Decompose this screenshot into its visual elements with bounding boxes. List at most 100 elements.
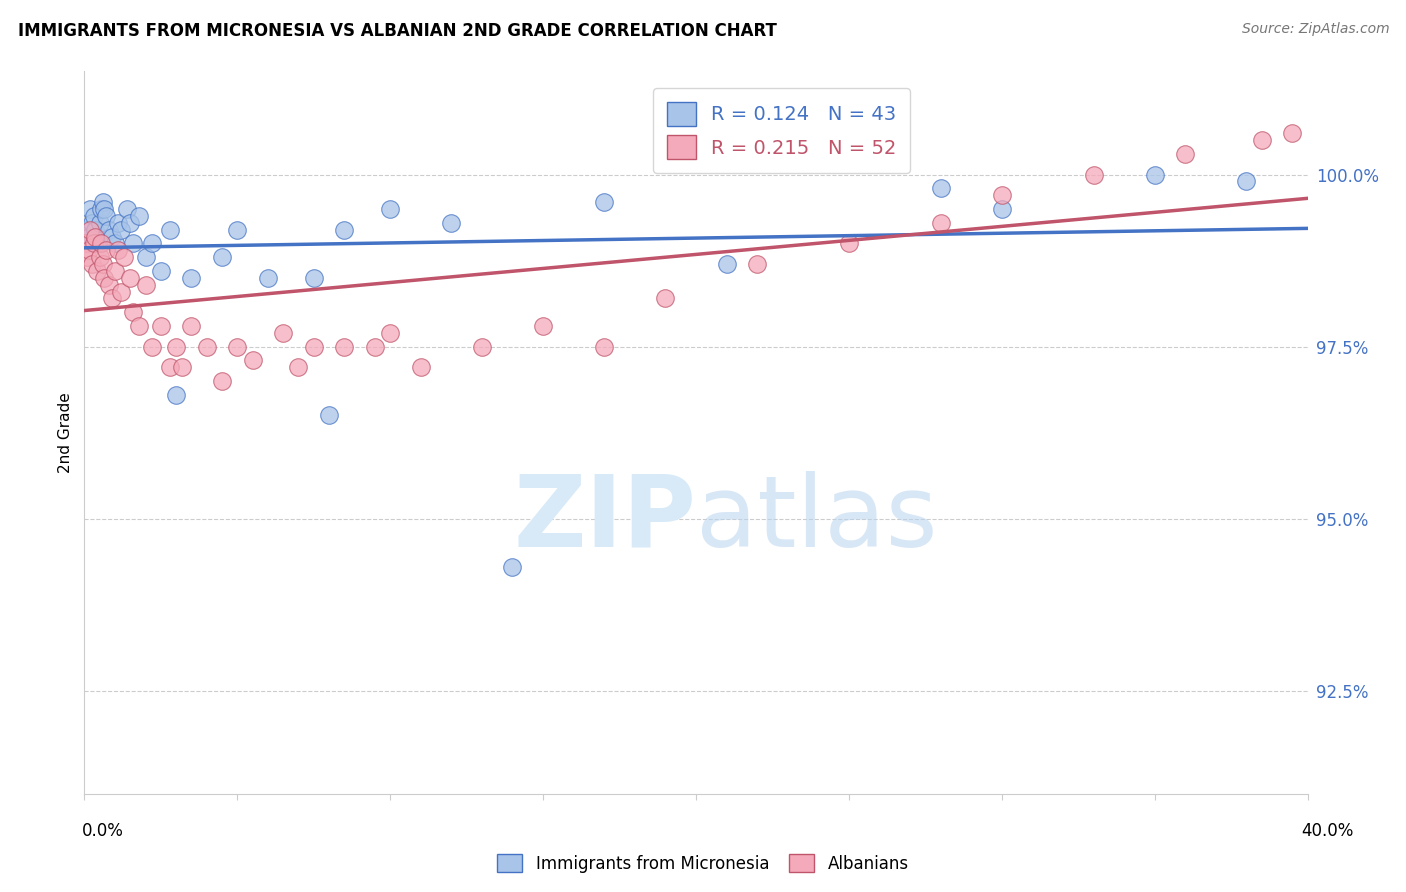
Point <box>77 229 100 244</box>
Point <box>180 318 202 333</box>
Point <box>165 340 187 354</box>
Point <box>302 340 325 354</box>
Point <box>211 250 233 264</box>
Point <box>107 244 129 258</box>
Point <box>991 188 1014 202</box>
Point <box>1143 168 1166 182</box>
Point <box>929 181 952 195</box>
Point <box>242 353 264 368</box>
Point <box>83 209 105 223</box>
Point <box>318 409 340 423</box>
Point <box>380 202 402 216</box>
Point <box>502 559 524 574</box>
Text: atlas: atlas <box>696 471 938 568</box>
Point <box>471 340 494 354</box>
Point <box>747 257 769 271</box>
Point <box>929 216 952 230</box>
Point <box>86 236 108 251</box>
Point <box>122 236 145 251</box>
Text: Source: ZipAtlas.com: Source: ZipAtlas.com <box>1241 22 1389 37</box>
Point <box>79 202 101 216</box>
Point <box>89 216 111 230</box>
Point <box>101 229 124 244</box>
Point <box>409 360 432 375</box>
Point <box>226 340 249 354</box>
Point <box>159 222 181 236</box>
Point <box>135 250 157 264</box>
Point <box>180 270 202 285</box>
Point <box>226 222 249 236</box>
Point <box>149 318 172 333</box>
Point <box>271 326 294 340</box>
Point <box>593 195 616 210</box>
Point <box>94 244 117 258</box>
Point <box>654 292 676 306</box>
Point <box>93 270 115 285</box>
Point <box>1083 168 1105 182</box>
Point <box>716 257 738 271</box>
Legend: R = 0.124   N = 43, R = 0.215   N = 52: R = 0.124 N = 43, R = 0.215 N = 52 <box>652 88 910 173</box>
Point <box>122 305 145 319</box>
Point <box>110 285 132 299</box>
Point <box>1174 147 1197 161</box>
Point <box>364 340 387 354</box>
Point <box>83 236 105 251</box>
Point <box>1250 133 1272 147</box>
Point <box>110 222 132 236</box>
Point <box>86 264 108 278</box>
Point <box>91 195 114 210</box>
Point <box>1236 174 1258 188</box>
Point <box>80 216 103 230</box>
Point <box>1281 126 1303 140</box>
Point <box>172 360 194 375</box>
Point <box>211 374 233 388</box>
Point <box>991 202 1014 216</box>
Point <box>165 388 187 402</box>
Point <box>75 222 97 236</box>
Point <box>79 222 101 236</box>
Point <box>97 277 120 292</box>
Point <box>115 202 138 216</box>
Point <box>97 222 120 236</box>
Point <box>104 236 127 251</box>
Point <box>84 222 107 236</box>
Point <box>159 360 181 375</box>
Point <box>593 340 616 354</box>
Y-axis label: 2nd Grade: 2nd Grade <box>58 392 73 473</box>
Point <box>101 292 124 306</box>
Point <box>107 216 129 230</box>
Point <box>89 250 111 264</box>
Point <box>302 270 325 285</box>
Point <box>440 216 463 230</box>
Point <box>90 202 112 216</box>
Point <box>287 360 309 375</box>
Point <box>90 236 112 251</box>
Point <box>75 236 97 251</box>
Point <box>77 244 100 258</box>
Text: 0.0%: 0.0% <box>82 822 124 840</box>
Legend: Immigrants from Micronesia, Albanians: Immigrants from Micronesia, Albanians <box>491 847 915 880</box>
Point <box>257 270 280 285</box>
Point <box>380 326 402 340</box>
Point <box>149 264 172 278</box>
Point <box>333 222 356 236</box>
Point <box>84 229 107 244</box>
Point <box>76 250 98 264</box>
Point <box>531 318 554 333</box>
Point <box>128 209 150 223</box>
Point <box>333 340 356 354</box>
Point <box>104 264 127 278</box>
Point <box>91 257 114 271</box>
Point <box>76 236 98 251</box>
Point <box>195 340 218 354</box>
Point <box>128 318 150 333</box>
Point <box>93 202 115 216</box>
Point <box>112 250 135 264</box>
Point <box>141 340 163 354</box>
Point <box>94 209 117 223</box>
Point <box>838 236 860 251</box>
Text: 40.0%: 40.0% <box>1301 822 1354 840</box>
Point <box>120 270 142 285</box>
Text: IMMIGRANTS FROM MICRONESIA VS ALBANIAN 2ND GRADE CORRELATION CHART: IMMIGRANTS FROM MICRONESIA VS ALBANIAN 2… <box>18 22 778 40</box>
Point <box>135 277 157 292</box>
